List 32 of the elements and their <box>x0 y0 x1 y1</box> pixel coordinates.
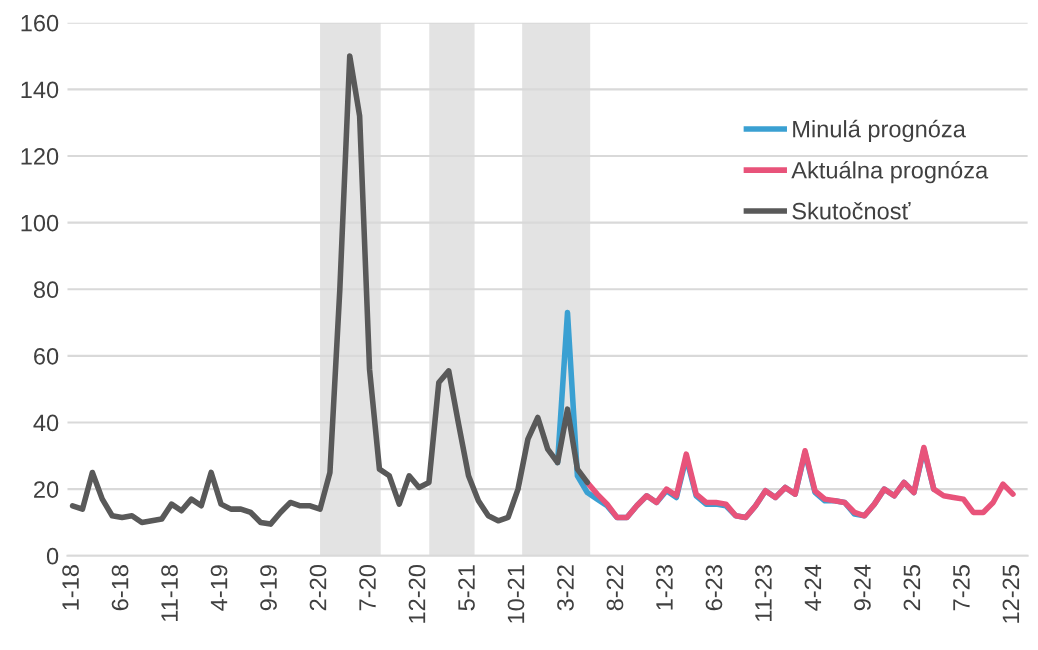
x-tick-label: 2-20 <box>309 565 327 611</box>
y-tick-label: 120 <box>21 148 59 165</box>
y-tick-label: 160 <box>21 14 59 32</box>
x-tick-label: 1-18 <box>62 565 79 610</box>
x-tick-label: 8-22 <box>606 565 624 611</box>
y-tick-label: 20 <box>34 481 59 498</box>
x-tick-label: 4-19 <box>210 565 228 611</box>
x-tick-label: 7-20 <box>359 565 376 611</box>
y-tick-label: 60 <box>34 347 59 365</box>
x-tick-label: 11-23 <box>755 565 772 621</box>
x-tick-label: 12-25 <box>1002 565 1020 623</box>
x-tick-label: 9-19 <box>260 565 277 611</box>
x-tick-label: 3-22 <box>557 565 574 611</box>
y-tick-label: 140 <box>21 81 59 99</box>
x-tick-label: 11-18 <box>161 565 178 621</box>
y-tick-label: 80 <box>33 281 59 299</box>
x-tick-label: 6-23 <box>705 565 723 611</box>
legend-label: Skutočnosť <box>792 202 911 220</box>
x-tick-label: 9-24 <box>854 564 871 611</box>
legend-label: Minulá prognóza <box>793 119 966 143</box>
y-tick-label: 0 <box>46 547 59 565</box>
x-tick-label: 10-21 <box>507 565 525 623</box>
x-tick-label: 4-24 <box>804 564 822 611</box>
legend-label: Aktuálna prognóza <box>791 160 989 184</box>
x-tick-label: 5-21 <box>458 565 475 611</box>
x-tick-label: 2-25 <box>903 565 921 611</box>
x-tick-label: 7-25 <box>953 565 970 611</box>
x-tick-label: 12-20 <box>408 565 426 623</box>
x-tick-label: 6-18 <box>111 565 129 611</box>
y-tick-label: 40 <box>33 414 59 432</box>
x-tick-label: 1-23 <box>656 565 673 610</box>
y-tick-label: 100 <box>21 214 59 232</box>
